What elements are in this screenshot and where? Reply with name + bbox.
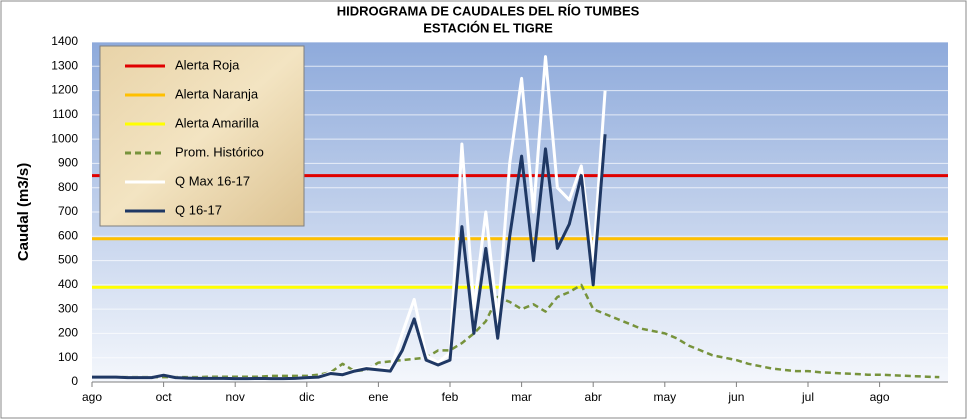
- chart-subtitle: ESTACIÓN EL TIGRE: [423, 20, 553, 35]
- x-tick-label: feb: [442, 390, 459, 404]
- x-tick-label: ago: [870, 390, 890, 404]
- legend-label: Q Max 16-17: [175, 173, 250, 188]
- legend: Alerta Roja Alerta Naranja Alerta Amarilla…: [99, 45, 305, 227]
- y-tick-label: 0: [71, 374, 78, 388]
- legend-label: Q 16-17: [175, 202, 222, 217]
- series-line: [92, 134, 607, 381]
- x-tick-label: oct: [156, 390, 173, 404]
- x-tick-label: abr: [585, 390, 602, 404]
- x-tick-label: may: [653, 390, 676, 404]
- y-tick-label: 1200: [51, 83, 78, 97]
- x-tick-label: ene: [368, 390, 388, 404]
- legend-label: Alerta Roja: [175, 57, 240, 72]
- y-tick-label: 300: [58, 301, 78, 315]
- y-tick-label: 200: [58, 326, 78, 340]
- x-tick-label: jul: [801, 390, 814, 404]
- y-tick-label: 500: [58, 253, 78, 267]
- y-tick-label: 900: [58, 156, 78, 170]
- y-tick-label: 1300: [51, 58, 78, 72]
- y-tick-label: 1000: [51, 131, 78, 145]
- y-tick-label: 400: [58, 277, 78, 291]
- y-axis-label: Caudal (m3/s): [15, 163, 32, 261]
- y-tick-label: 800: [58, 180, 78, 194]
- x-tick-label: jun: [727, 390, 744, 404]
- marks: [92, 55, 948, 381]
- y-tick-label: 700: [58, 204, 78, 218]
- legend-label: Alerta Naranja: [175, 86, 259, 101]
- x-tick-label: ago: [82, 390, 102, 404]
- x-tick-label: mar: [511, 390, 532, 404]
- series-line: [92, 283, 940, 379]
- y-tick-label: 100: [58, 350, 78, 364]
- y-tick-label: 1400: [51, 34, 78, 48]
- y-tick-label: 1100: [52, 107, 78, 121]
- y-tick-label: 600: [58, 228, 78, 242]
- legend-box: [99, 45, 305, 227]
- chart-title: HIDROGRAMA DE CAUDALES DEL RÍO TUMBES: [337, 3, 640, 18]
- legend-label: Alerta Amarilla: [175, 115, 260, 130]
- legend-label: Prom. Histórico: [175, 144, 264, 159]
- x-tick-label: dic: [299, 390, 314, 404]
- x-tick-label: nov: [226, 390, 245, 404]
